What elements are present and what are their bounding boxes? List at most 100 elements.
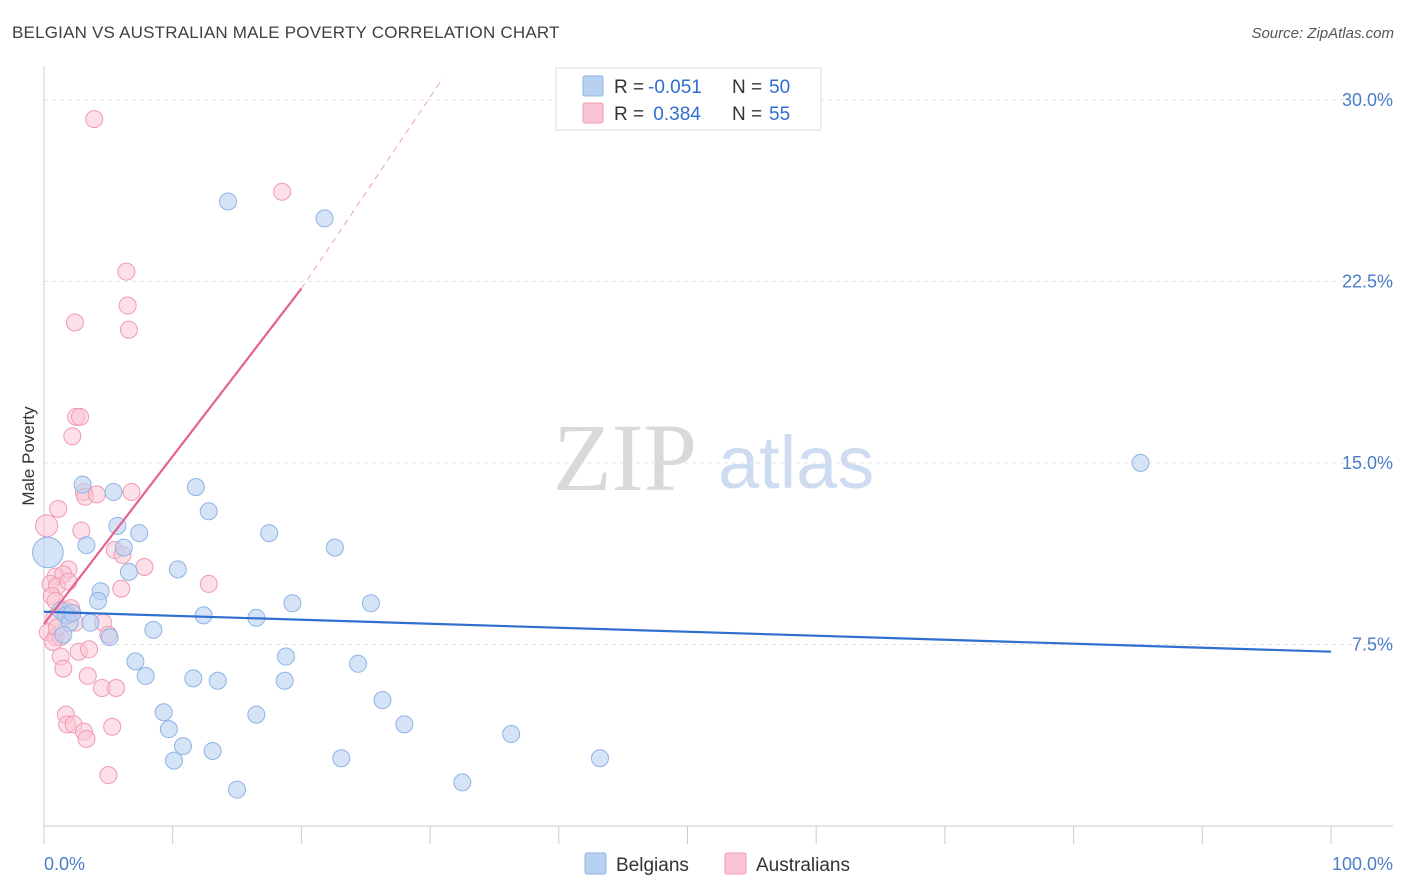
legend-r-label-belgians: R = <box>614 77 644 98</box>
belgians-point <box>100 628 119 647</box>
belgians-point <box>325 538 344 557</box>
australians-point <box>65 313 84 332</box>
belgians-point <box>219 192 238 211</box>
belgians-point <box>136 666 155 685</box>
belgians-point <box>184 669 203 688</box>
belgians-point <box>199 502 218 521</box>
belgians-point <box>203 741 222 760</box>
belgians-points <box>32 192 1150 799</box>
australians-point <box>85 110 104 129</box>
belgians-point <box>283 594 302 613</box>
y-tick-labels: 7.5% 15.0% 22.5% 30.0% <box>1342 90 1393 655</box>
belgians-point <box>173 737 192 756</box>
belgians-point <box>502 725 521 744</box>
legend-n-value-belgians: 50 <box>769 77 790 98</box>
belgians-point <box>32 536 64 569</box>
watermark-zip: ZIP <box>553 404 697 511</box>
legend-n-label-australians: N = <box>732 104 762 125</box>
belgians-point <box>208 671 227 690</box>
belgians-point <box>276 647 295 666</box>
australians-trend-extension <box>300 77 444 289</box>
legend-swatch-belgians <box>582 75 604 97</box>
belgians-point <box>154 703 173 722</box>
australians-point <box>77 729 96 748</box>
belgians-point <box>590 749 609 768</box>
belgians-point <box>275 671 294 690</box>
australians-point <box>199 574 218 593</box>
belgians-point <box>77 536 96 555</box>
australians-point <box>107 679 126 698</box>
y-axis-title: Male Poverty <box>19 406 38 506</box>
belgians-point <box>81 613 100 632</box>
australians-points <box>35 110 292 785</box>
watermark: ZIP atlas <box>553 404 874 511</box>
australians-point <box>99 766 118 785</box>
australians-point <box>117 262 136 281</box>
belgians-point <box>349 654 368 673</box>
australians-point <box>78 666 97 685</box>
australians-point <box>35 514 59 538</box>
bottom-legend-belgians: Belgians <box>616 855 689 876</box>
australians-point <box>118 296 137 315</box>
belgians-trend-line <box>43 610 1332 653</box>
chart-title: BELGIAN VS AUSTRALIAN MALE POVERTY CORRE… <box>12 23 560 42</box>
legend-r-value-belgians: -0.051 <box>648 77 702 98</box>
belgians-point <box>332 749 351 768</box>
belgians-point <box>114 538 133 557</box>
australians-point <box>122 482 141 501</box>
australians-point <box>87 485 106 504</box>
belgians-point <box>54 625 73 644</box>
belgians-point <box>73 475 92 494</box>
australians-point <box>63 427 82 446</box>
belgians-point <box>104 482 123 501</box>
belgians-point <box>1131 453 1150 472</box>
belgians-point <box>119 562 138 581</box>
belgians-point <box>186 478 205 497</box>
y-tick-label-0: 7.5% <box>1352 634 1393 654</box>
y-tick-label-1: 15.0% <box>1342 453 1393 473</box>
axes <box>43 66 1393 844</box>
trend-lines <box>43 77 1332 653</box>
x-tick-label-max: 100.0% <box>1332 854 1393 874</box>
source-credit: Source: ZipAtlas.com <box>1251 25 1394 42</box>
belgians-point <box>395 715 414 734</box>
legend-r-value-australians: 0.384 <box>648 104 701 125</box>
x-tick-label-min: 0.0% <box>44 854 85 874</box>
australians-point <box>103 717 122 736</box>
belgians-point <box>164 751 183 770</box>
bottom-legend-australians: Australians <box>756 855 850 876</box>
belgians-point <box>228 780 247 799</box>
legend-swatch-australians <box>582 102 604 124</box>
australians-point <box>71 407 90 426</box>
australians-point <box>80 640 99 659</box>
series-legend: Belgians Australians <box>584 852 850 876</box>
belgians-point <box>373 691 392 710</box>
belgians-point <box>260 524 279 543</box>
bottom-legend-swatch-belgians <box>584 852 607 875</box>
belgians-point <box>89 591 108 610</box>
legend-n-value-australians: 55 <box>769 104 790 125</box>
belgians-point <box>315 209 334 228</box>
belgians-point <box>168 560 187 579</box>
gridlines <box>44 99 1393 645</box>
australians-point <box>135 557 154 576</box>
australians-point <box>273 182 292 201</box>
australians-point <box>54 659 73 678</box>
legend-n-label-belgians: N = <box>732 77 762 98</box>
bottom-legend-swatch-australians <box>724 852 747 875</box>
australians-point <box>49 499 68 518</box>
belgians-point <box>194 606 213 625</box>
belgians-point <box>361 594 380 613</box>
belgians-point <box>144 620 163 639</box>
australians-point <box>112 579 131 598</box>
australians-trend-line <box>43 287 303 625</box>
correlation-legend: R = -0.051 N = 50 R = 0.384 N = 55 <box>555 67 822 131</box>
australians-point <box>119 320 138 339</box>
belgians-point <box>159 720 178 739</box>
belgians-point <box>126 652 145 671</box>
belgians-point <box>247 705 266 724</box>
belgians-point <box>130 524 149 543</box>
australians-point <box>59 572 78 591</box>
legend-r-label-australians: R = <box>614 104 644 125</box>
